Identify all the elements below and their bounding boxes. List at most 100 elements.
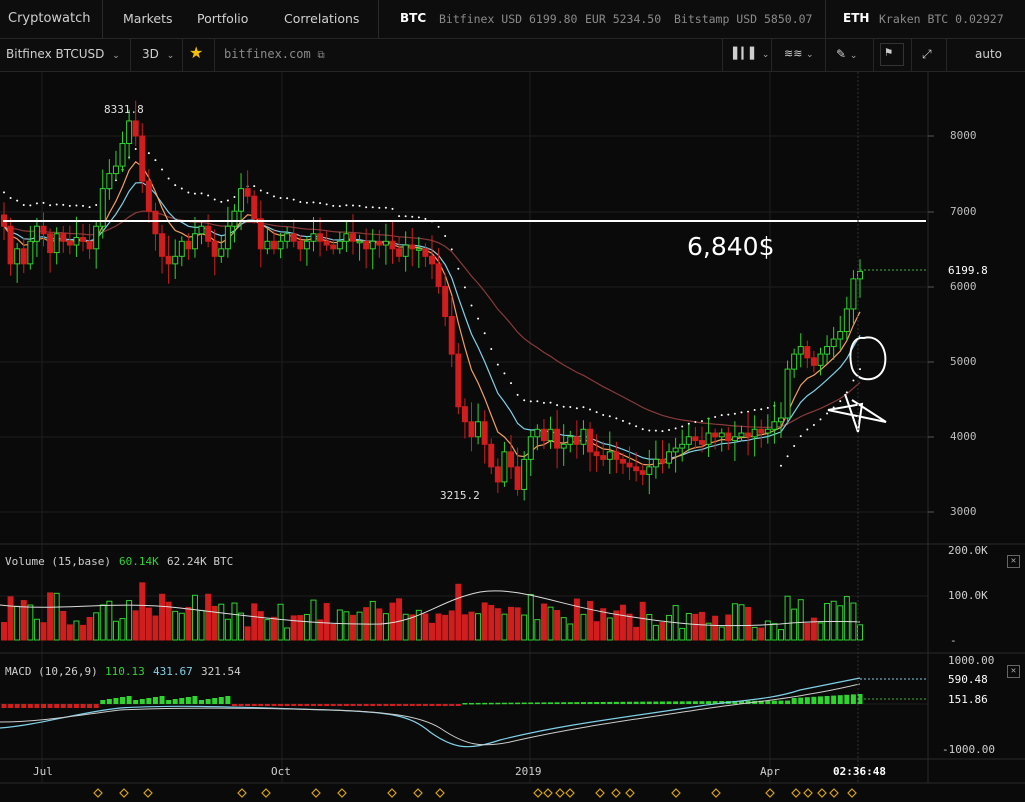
indicators-icon[interactable]: ≋≋ ⌄ [784, 47, 814, 60]
sar-dot [16, 199, 19, 202]
ticker-btc-symbol[interactable]: BTC [400, 11, 427, 25]
nav-correlations[interactable]: Correlations [284, 11, 360, 26]
volume-bar [494, 608, 501, 641]
event-marker [803, 788, 813, 798]
volume-bar [159, 593, 166, 641]
volume-bar [106, 600, 113, 641]
sar-dot [187, 191, 190, 194]
macd-histogram-bar [422, 704, 428, 706]
sar-dot [75, 204, 78, 207]
candle-body [369, 240, 376, 250]
candle-body [626, 462, 633, 468]
sar-dot [62, 203, 65, 206]
volume-bar [619, 604, 626, 641]
candles-icon[interactable]: ▌▎▌ ⌄ [733, 47, 770, 60]
volume-bar [791, 608, 798, 641]
candlesticks [1, 100, 863, 501]
market-selector[interactable]: Bitfinex BTCUSD ⌄ [6, 47, 120, 61]
candle-body [857, 270, 863, 280]
candle-body [165, 255, 172, 265]
sar-dot [793, 445, 796, 448]
price-tick: 8000 [950, 129, 977, 142]
sar-dot [49, 204, 52, 207]
macd-histogram-bar [159, 696, 165, 704]
ticker-btc-bitstamp-usd[interactable]: Bitstamp USD 5850.07 [674, 12, 813, 26]
brand-logo[interactable]: Cryptowatch [8, 11, 91, 26]
nav-markets[interactable]: Markets [123, 11, 173, 26]
candle-body [652, 458, 659, 468]
candle-body [659, 458, 666, 464]
period-selector[interactable]: 3D ⌄ [142, 47, 174, 61]
candle-body [593, 451, 600, 457]
volume-bar [152, 615, 159, 641]
sar-dot [648, 429, 651, 432]
ticker-btc-eur[interactable]: EUR 5234.50 [585, 12, 662, 26]
volume-bar [534, 619, 541, 641]
time-tick: Apr [760, 765, 780, 778]
volume-bar [323, 603, 330, 641]
market-selector-label: Bitfinex BTCUSD [6, 47, 105, 61]
macd-histogram-bar [376, 704, 382, 706]
macd-histogram-bar [515, 702, 521, 705]
star-icon[interactable]: ★ [189, 43, 204, 62]
volume-tick: 200.0K [948, 544, 988, 557]
macd-histogram-bar [60, 704, 66, 708]
macd-histogram-bar [231, 704, 237, 706]
expand-icon[interactable]: ⤢ [922, 47, 932, 61]
scale-auto-toggle[interactable]: auto [975, 47, 1003, 61]
sar-dot [411, 215, 414, 218]
macd-histogram-bar [192, 696, 198, 704]
candle-body [606, 451, 613, 460]
volume-bar [448, 610, 455, 641]
volume-bar [758, 627, 765, 641]
ticker-btc-bitfinex-usd[interactable]: Bitfinex USD 6199.80 [439, 12, 578, 26]
event-marker [387, 788, 397, 798]
sar-dot [542, 401, 545, 404]
sar-dot [463, 286, 466, 289]
volume-bar [521, 614, 528, 641]
sar-dot [786, 455, 789, 458]
volume-bar [731, 603, 738, 641]
candle-body [461, 406, 468, 423]
candle-body [290, 233, 297, 242]
macd-histogram-bar [607, 701, 613, 704]
candle-body [521, 458, 528, 490]
ticker-eth-symbol[interactable]: ETH [843, 11, 870, 25]
sar-dot [661, 430, 664, 433]
macd-histogram-bar [791, 698, 797, 704]
close-icon[interactable]: ✕ [1007, 555, 1020, 568]
volume-bar [172, 610, 179, 641]
macd-histogram-bar [166, 700, 172, 704]
high-price-label: 8331.8 [104, 103, 144, 116]
chart-icon[interactable]: ⚑ [880, 43, 904, 66]
candle-body [573, 436, 580, 445]
macd-histogram-bar [370, 704, 376, 706]
event-marker [533, 788, 543, 798]
macd-title: MACD (10,26,9) [5, 665, 98, 678]
ticker-eth-kraken-btc[interactable]: Kraken BTC 0.02927 [879, 12, 1004, 26]
macd-histogram-bar [106, 699, 112, 704]
sar-dot [687, 422, 690, 425]
macd-histogram-bar [67, 704, 73, 708]
candle-body [810, 357, 817, 366]
pencil-icon[interactable]: ✎ ⌄ [836, 47, 858, 61]
candle-body [402, 244, 409, 257]
macd-histogram-bar [41, 704, 47, 708]
volume-bar [830, 600, 837, 641]
close-icon[interactable]: ✕ [1007, 665, 1020, 678]
chevron-down-icon: ⌄ [112, 51, 120, 61]
sar-dot [226, 199, 229, 202]
event-marker [143, 788, 153, 798]
macd-histogram-bar [139, 699, 145, 704]
macd-histogram-bar [133, 700, 139, 704]
candle-body [843, 308, 850, 333]
event-marker [847, 788, 857, 798]
macd-histogram-bar [804, 697, 810, 704]
macd-histogram-bar [416, 704, 422, 706]
volume-bar [40, 622, 47, 641]
time-tick: 2019 [515, 765, 542, 778]
nav-portfolio[interactable]: Portfolio [197, 11, 249, 26]
candle-body [80, 237, 87, 242]
exchange-link[interactable]: bitfinex.com ⧉ [224, 47, 325, 61]
